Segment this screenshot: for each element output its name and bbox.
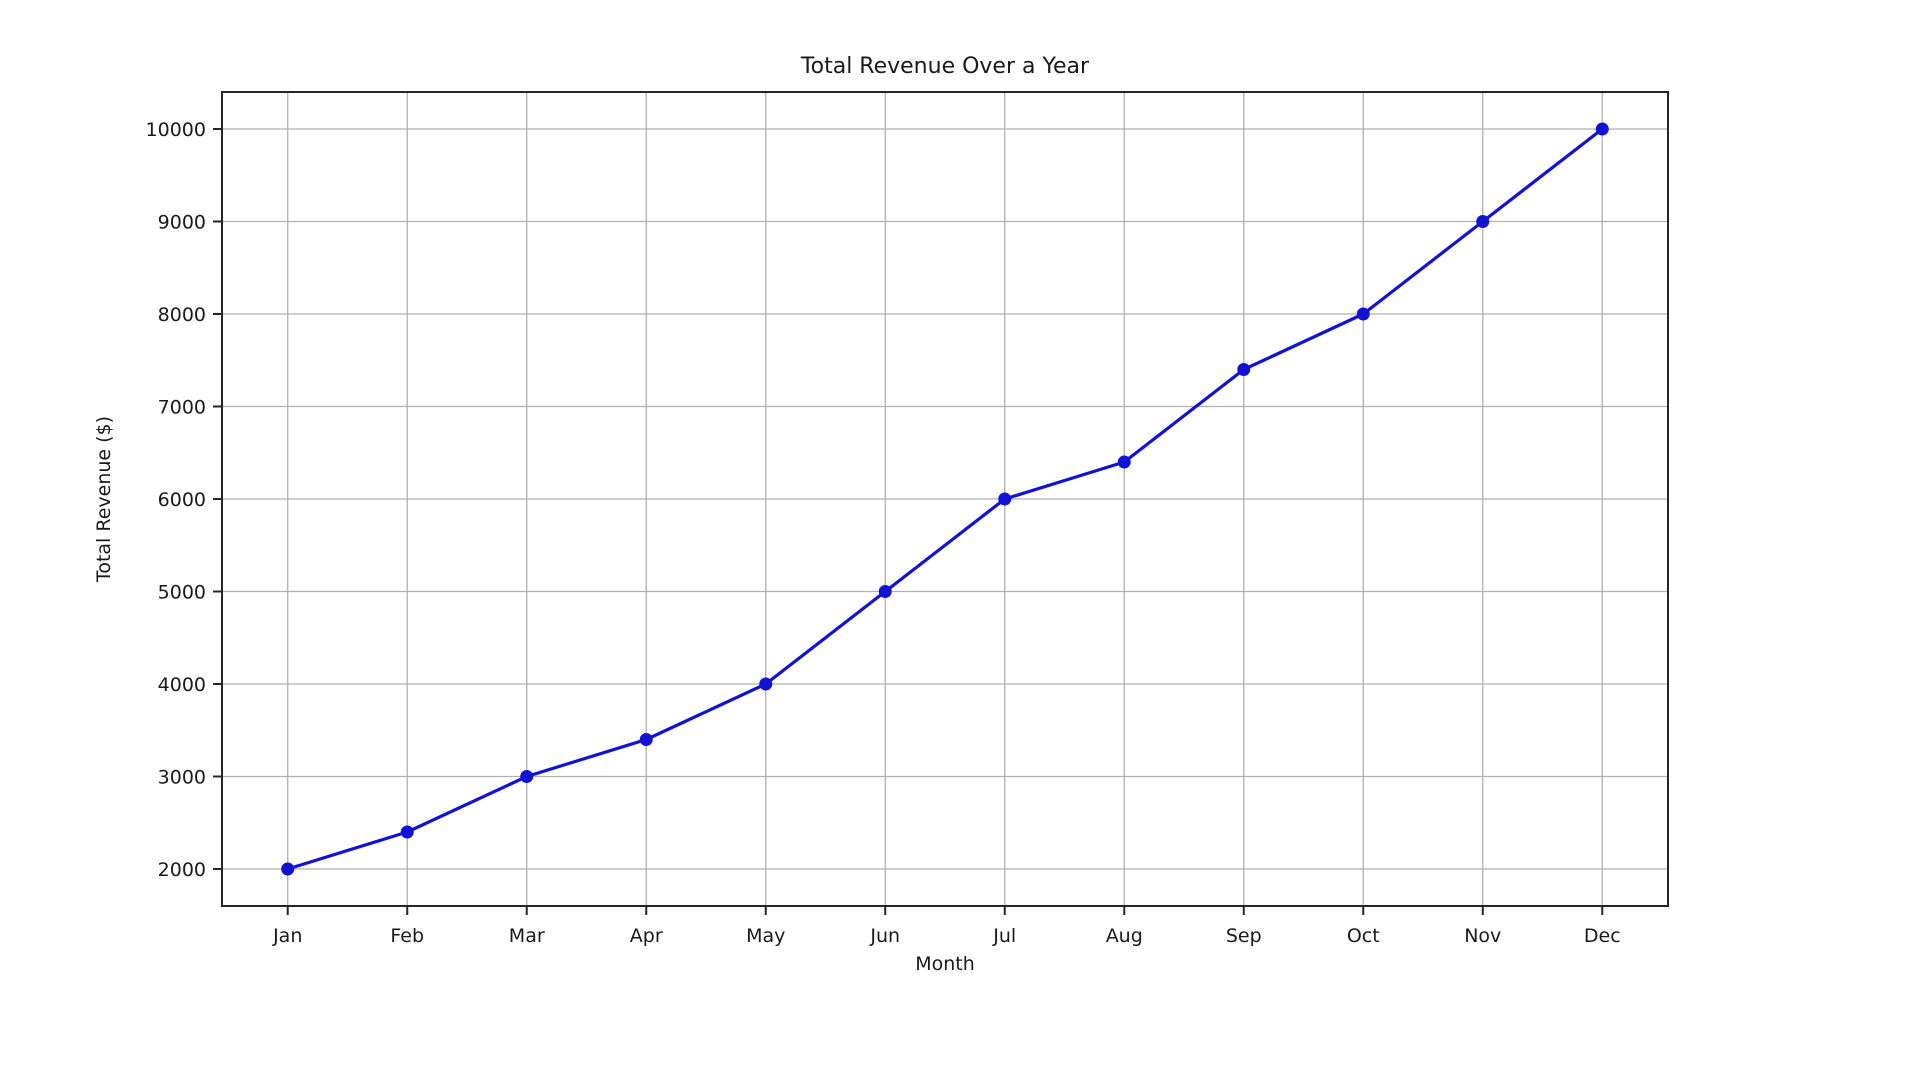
x-tick-label-Oct: Oct: [1347, 925, 1380, 947]
x-tick-label-Jul: Jul: [992, 925, 1016, 947]
y-tick-label: 4000: [158, 674, 206, 696]
data-point-Jun: [878, 585, 892, 598]
data-point-Dec: [1595, 122, 1609, 136]
x-tick-label-Aug: Aug: [1106, 925, 1143, 947]
y-tick-label: 5000: [158, 582, 206, 604]
data-point-Oct: [1356, 307, 1370, 321]
grid-layer: [222, 92, 1668, 906]
tick-layer: 2000 3000 4000 5000 6000 7000 8000 9000 10000 Jan…: [146, 119, 1621, 947]
y-axis-label: Total Revenue ($): [93, 416, 115, 583]
data-point-Nov: [1476, 215, 1490, 228]
x-tick-label-Apr: Apr: [630, 925, 663, 947]
x-tick-label-Jun: Jun: [869, 925, 900, 947]
x-tick-label-Sep: Sep: [1226, 925, 1262, 947]
data-point-Apr: [639, 733, 653, 746]
y-tick-label: 9000: [158, 212, 206, 234]
x-tick-label-Nov: Nov: [1464, 925, 1501, 947]
data-point-Jan: [281, 862, 295, 876]
y-tick-label: 7000: [158, 397, 206, 419]
x-axis-label: Month: [915, 953, 975, 975]
y-tick-label: 3000: [158, 767, 206, 789]
data-point-Mar: [520, 770, 534, 783]
y-tick-label: 8000: [158, 304, 206, 326]
x-tick-label-Mar: Mar: [509, 925, 545, 947]
x-tick-label-Dec: Dec: [1584, 925, 1621, 947]
x-tick-label-May: May: [746, 925, 785, 947]
y-tick-label: 10000: [146, 119, 206, 141]
plot-area: [281, 122, 1609, 876]
revenue-line: [286, 127, 1604, 871]
chart-title: Total Revenue Over a Year: [800, 54, 1090, 79]
y-tick-label: 6000: [158, 489, 206, 511]
data-point-Feb: [400, 825, 414, 839]
data-point-Sep: [1237, 363, 1251, 376]
data-point-May: [759, 677, 773, 691]
data-point-Jul: [998, 492, 1012, 506]
y-tick-label: 2000: [158, 859, 206, 881]
x-tick-label-Feb: Feb: [390, 925, 424, 947]
x-tick-label-Jan: Jan: [272, 925, 302, 947]
data-point-Aug: [1117, 455, 1131, 469]
